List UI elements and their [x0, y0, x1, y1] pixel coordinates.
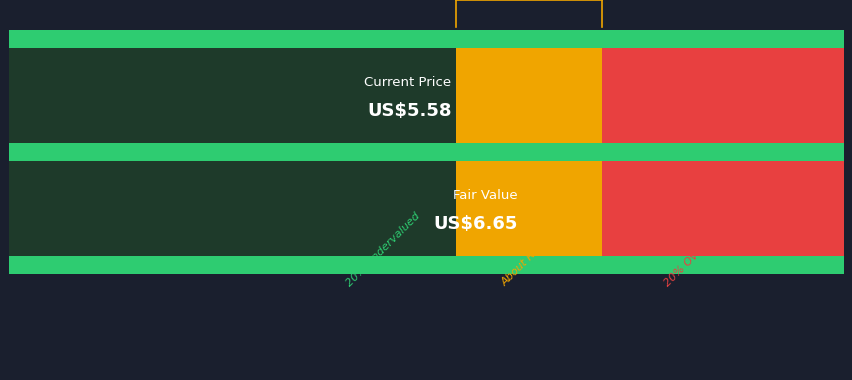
Text: US$5.58: US$5.58 [366, 102, 451, 120]
Bar [455, 161, 602, 256]
Bar [9, 143, 843, 161]
Bar [9, 256, 843, 274]
Text: US$6.65: US$6.65 [433, 215, 516, 233]
Bar [9, 161, 455, 256]
Bar [455, 48, 602, 143]
Text: 20% Overvalued: 20% Overvalued [662, 215, 734, 288]
Bar [602, 161, 843, 256]
Text: 20% Undervalued: 20% Undervalued [343, 211, 421, 288]
Bar [9, 48, 455, 143]
Text: About Right: About Right [499, 235, 553, 288]
Bar [602, 48, 843, 143]
Text: Fair Value: Fair Value [452, 188, 516, 202]
Bar [9, 30, 843, 48]
Text: Current Price: Current Price [364, 76, 451, 89]
